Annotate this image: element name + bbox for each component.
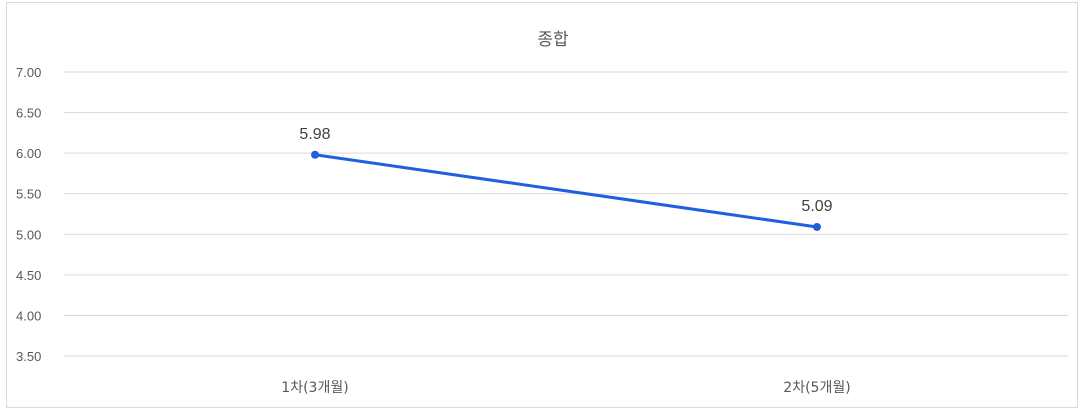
chart-title: 종합 bbox=[537, 30, 569, 50]
y-tick-label: 6.00 bbox=[16, 146, 41, 161]
series-line bbox=[313, 153, 819, 229]
gridlines bbox=[64, 71, 1068, 357]
x-tick-label: 1차(3개월) bbox=[281, 380, 348, 396]
y-tick-label: 7.00 bbox=[16, 65, 41, 80]
x-tick-label: 2차(5개월) bbox=[783, 380, 850, 396]
y-tick-label: 4.00 bbox=[16, 308, 41, 323]
data-label: 5.98 bbox=[299, 126, 330, 143]
y-tick-label: 6.50 bbox=[16, 106, 41, 121]
chart-frame bbox=[6, 2, 1078, 408]
data-label: 5.09 bbox=[801, 198, 832, 215]
x-axis-ticks: 1차(3개월) 2차(5개월) bbox=[281, 380, 850, 396]
y-tick-label: 4.50 bbox=[16, 268, 41, 283]
series bbox=[311, 150, 821, 231]
data-labels: 5.98 5.09 bbox=[299, 126, 832, 215]
y-axis-ticks: 3.50 4.00 4.50 5.00 5.50 6.00 6.50 7.00 bbox=[16, 65, 41, 364]
data-point bbox=[813, 222, 821, 231]
data-point bbox=[311, 150, 319, 159]
y-tick-label: 5.50 bbox=[16, 187, 41, 202]
y-tick-label: 5.00 bbox=[16, 227, 41, 242]
y-tick-label: 3.50 bbox=[16, 349, 41, 364]
